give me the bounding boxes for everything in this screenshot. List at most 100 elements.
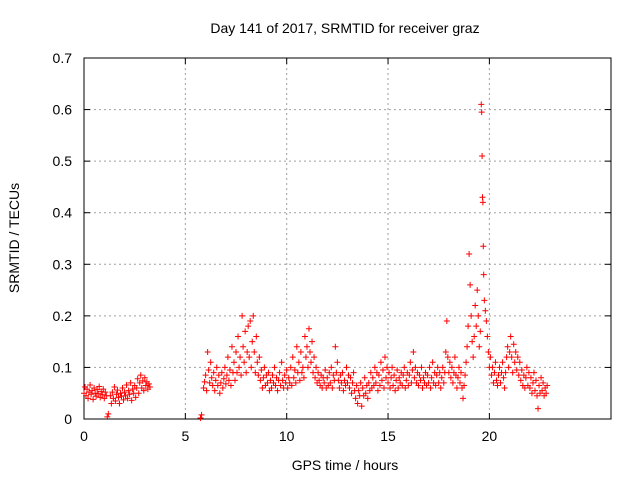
data-point [415, 382, 422, 389]
data-point [410, 348, 417, 355]
data-point [264, 379, 271, 386]
data-point [232, 377, 239, 384]
data-point [479, 194, 486, 201]
data-point [253, 333, 260, 340]
data-point [90, 396, 97, 403]
data-point [377, 359, 384, 366]
data-point [228, 343, 235, 350]
data-point [279, 377, 286, 384]
data-point [357, 379, 364, 386]
data-point [211, 387, 218, 394]
data-point [121, 389, 128, 396]
y-tick-label: 0.1 [53, 359, 73, 375]
data-point [383, 374, 390, 381]
data-point [528, 390, 535, 397]
data-point [255, 372, 262, 379]
data-point [197, 414, 204, 421]
data-point [102, 389, 109, 396]
data-point [544, 382, 551, 389]
data-point [87, 381, 94, 388]
data-point [256, 354, 263, 361]
data-point [298, 369, 305, 376]
data-point [483, 318, 490, 325]
data-point [302, 354, 309, 361]
data-point [468, 312, 475, 319]
data-point [400, 372, 407, 379]
data-point [200, 385, 207, 392]
data-point [476, 343, 483, 350]
data-point [501, 385, 508, 392]
data-point [210, 369, 217, 376]
data-point [521, 385, 528, 392]
data-point [304, 364, 311, 371]
data-point [390, 382, 397, 389]
data-point [235, 333, 242, 340]
data-point [233, 348, 240, 355]
data-point [405, 382, 412, 389]
data-point [346, 385, 353, 392]
data-point [94, 386, 101, 393]
data-point [354, 400, 361, 407]
data-point [401, 364, 408, 371]
data-point [205, 367, 212, 374]
data-point [128, 397, 135, 404]
data-point [392, 387, 399, 394]
data-point [440, 379, 447, 386]
data-point [417, 377, 424, 384]
data-point [127, 379, 134, 386]
data-point [412, 364, 419, 371]
data-point [420, 374, 427, 381]
data-point [449, 379, 456, 386]
data-point [437, 385, 444, 392]
data-point [535, 405, 542, 412]
data-point [214, 382, 221, 389]
data-point [393, 377, 400, 384]
data-point [239, 312, 246, 319]
data-point [269, 372, 276, 379]
y-tick-label: 0.4 [53, 205, 73, 221]
data-point [477, 328, 484, 335]
data-point [353, 382, 360, 389]
data-point [260, 374, 267, 381]
data-point [429, 359, 436, 366]
data-point [316, 377, 323, 384]
data-point [395, 385, 402, 392]
data-point [530, 369, 537, 376]
data-point [321, 379, 328, 386]
data-point [212, 377, 219, 384]
data-point [119, 385, 126, 392]
data-point [471, 333, 478, 340]
data-point [485, 348, 492, 355]
data-point [510, 341, 517, 348]
data-point [424, 372, 431, 379]
data-point [117, 390, 124, 397]
data-point [215, 372, 222, 379]
data-point [85, 395, 92, 402]
data-point [139, 377, 146, 384]
data-point [311, 354, 318, 361]
data-point [529, 379, 536, 386]
data-point [425, 379, 432, 386]
data-point [222, 380, 229, 387]
data-point [465, 323, 472, 330]
data-point [512, 348, 519, 355]
x-tick-label: 15 [380, 428, 396, 444]
data-point [461, 382, 468, 389]
data-point [478, 101, 485, 108]
data-point [455, 364, 462, 371]
data-point [344, 379, 351, 386]
data-point [251, 348, 258, 355]
data-point [536, 382, 543, 389]
data-point [489, 364, 496, 371]
data-point [274, 387, 281, 394]
data-point [230, 359, 237, 366]
data-point [488, 372, 495, 379]
data-point [223, 372, 230, 379]
data-point [277, 382, 284, 389]
y-tick-label: 0.6 [53, 102, 73, 118]
data-point [539, 387, 546, 394]
data-point [511, 359, 518, 366]
data-point [245, 323, 252, 330]
data-point [438, 374, 445, 381]
data-point [458, 369, 465, 376]
